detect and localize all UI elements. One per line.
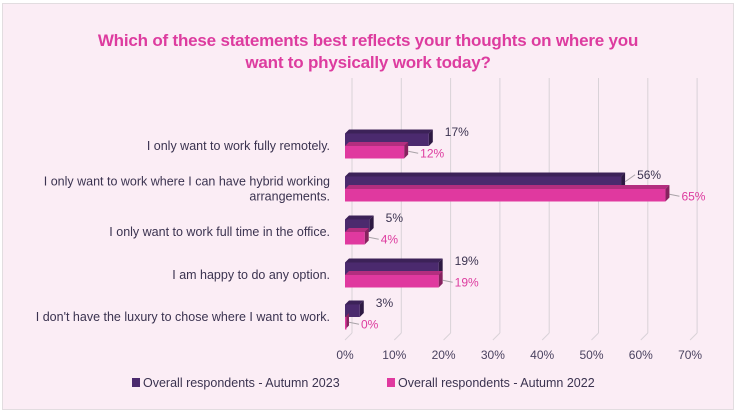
x-tick-label: 30% [481,348,505,362]
bar-side [428,129,433,146]
gridline-floor [591,332,599,341]
category-label: I am happy to do any option. [172,268,330,282]
title-line-1: Which of these statements best reflects … [97,31,639,50]
bar [345,317,347,330]
bar-top [345,215,374,220]
bar-top [345,228,369,232]
bar [345,189,666,202]
data-label: 4% [381,232,399,246]
bar-top [345,271,443,275]
leader-line [442,279,453,283]
gridline-floor [689,332,698,341]
data-label: 19% [455,254,479,268]
x-tick-label: 20% [432,348,456,362]
category-label: I only want to work full time in the off… [109,225,330,239]
gridline-floor [344,332,353,341]
data-label: 12% [420,146,444,160]
category-label: I don't have the luxury to chose where I… [36,310,330,324]
bar-top [345,172,626,177]
bar-top [345,258,443,263]
bar-side [621,172,626,189]
data-label: 65% [681,189,705,203]
bar-top [345,142,409,146]
x-tick-label: 0% [336,348,354,362]
bar-side [359,300,364,317]
gridline-floor [393,332,402,341]
bar-side [404,142,409,159]
gridline-floor [640,332,649,341]
category-label: I only want to work fully remotely. [147,139,330,153]
bar-side [438,258,443,275]
category-label: arrangements. [249,190,330,204]
gridline-floor [492,332,501,341]
leader-line [624,174,636,183]
x-tick-label: 50% [579,348,603,362]
legend-label: Overall respondents - Autumn 2023 [143,376,340,390]
bar-side [438,271,443,288]
legend-swatch [132,378,140,387]
data-label: 17% [445,125,469,139]
bar-top [345,300,364,305]
bar [345,275,439,288]
leader-line [408,150,419,154]
data-label: 56% [637,168,661,182]
gridline-floor [443,332,451,341]
category-label: I only want to work where I can have hyb… [44,175,330,189]
bar [345,232,365,245]
data-label: 0% [361,317,379,331]
leader-line [368,236,379,240]
bar-top [345,129,433,134]
legend-label: Overall respondents - Autumn 2022 [398,376,595,390]
gridline-floor [541,332,550,341]
chart-title: Which of these statements best reflects … [0,30,736,74]
bar-side [364,228,369,245]
legend-swatch [387,378,395,387]
bar [345,146,405,159]
x-tick-label: 40% [530,348,554,362]
chart-frame [2,3,734,410]
data-label: 5% [386,211,404,225]
data-label: 19% [455,275,479,289]
bar-top [345,185,670,189]
bar-side [369,215,374,232]
bar-side [665,185,670,202]
title-line-2: want to physically work today? [245,53,491,72]
x-tick-label: 10% [382,348,406,362]
leader-line [348,321,360,325]
x-tick-label: 60% [629,348,653,362]
x-tick-label: 70% [678,348,702,362]
data-label: 3% [376,296,394,310]
leader-line [669,193,680,197]
